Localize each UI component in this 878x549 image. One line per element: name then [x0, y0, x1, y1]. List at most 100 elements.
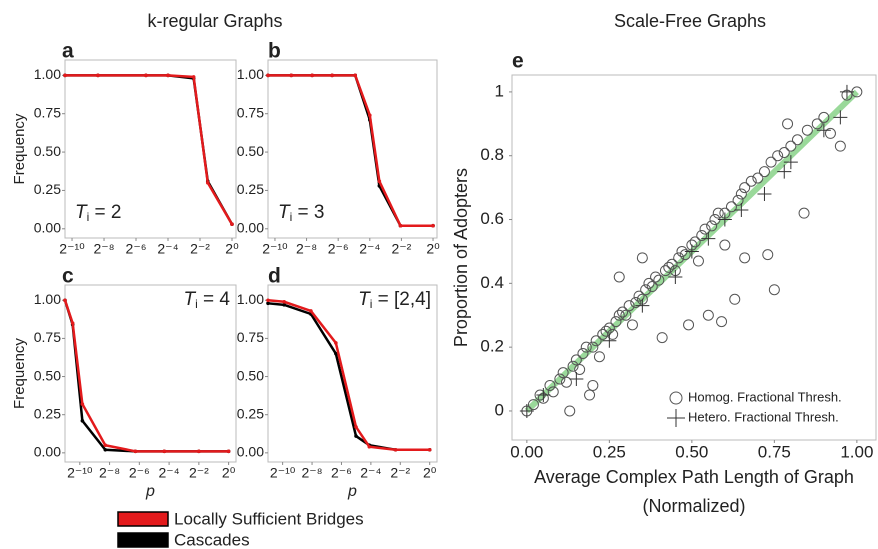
point: [197, 449, 201, 454]
x-tick-label: 2⁻⁴: [360, 465, 381, 481]
circle-marker: [818, 111, 830, 123]
circle-marker: [716, 316, 728, 328]
circle-marker: [646, 281, 658, 293]
circle-marker: [567, 360, 579, 372]
x-tick-label: 2⁻⁶: [126, 241, 147, 257]
point: [398, 223, 403, 228]
x-tick-label: 2⁻⁸: [302, 465, 323, 481]
y-tick-label: 0.25: [34, 181, 61, 197]
plot-frame: [267, 59, 438, 239]
circle-marker: [577, 348, 589, 360]
cross-marker: [701, 231, 716, 246]
point: [334, 351, 338, 356]
legend-label: Hetero. Fractional Thresh.: [688, 409, 839, 424]
circle-marker: [564, 405, 576, 417]
circle-marker: [811, 118, 823, 130]
circle-marker: [778, 147, 790, 159]
circle-marker: [544, 379, 556, 391]
y-tick-label: 1.00: [237, 291, 264, 307]
annotation-part: = 3: [292, 202, 324, 223]
circle-marker: [640, 284, 652, 296]
x-tick-label: 2⁻²: [189, 465, 209, 481]
plot-frame: [64, 284, 237, 463]
point: [80, 419, 85, 423]
y-axis-label: Frequency: [11, 338, 28, 409]
circle-marker: [574, 363, 586, 375]
y-tick-label: 0.75: [34, 104, 61, 120]
point: [354, 434, 358, 438]
cross-marker: [783, 155, 798, 170]
point: [166, 73, 170, 78]
circle-marker: [630, 296, 642, 308]
cross-marker: [519, 403, 534, 418]
annotation-part: T: [75, 202, 88, 223]
x-tick-label: 2⁻⁸: [99, 465, 120, 481]
panel-letter: b: [268, 40, 281, 63]
x-axis-label: p: [347, 483, 357, 500]
plot-frame: [64, 59, 237, 239]
x-tick-label: 2⁻⁶: [129, 465, 150, 481]
y-tick-label: 1.00: [34, 291, 61, 307]
circle-marker: [725, 201, 737, 213]
circle-marker: [560, 376, 572, 388]
x-tick-label: 2⁻¹⁰: [262, 241, 288, 257]
point: [191, 75, 196, 79]
point: [309, 309, 313, 313]
x-axis-label: Average Complex Path Length of Graph: [534, 467, 854, 487]
circle-marker: [587, 341, 599, 353]
panel-letter: a: [62, 40, 74, 63]
x-tick-label: 1.00: [840, 442, 873, 461]
point: [334, 341, 338, 345]
x-tick-label: 2⁻⁴: [158, 465, 179, 481]
point: [310, 73, 314, 78]
x-tick-label: 2⁻⁴: [359, 241, 380, 257]
cross-marker: [833, 110, 848, 125]
x-tick-label: 0.25: [593, 442, 626, 461]
point: [427, 447, 432, 452]
circle-marker: [673, 252, 685, 264]
point: [226, 449, 231, 454]
annotation-part: T: [278, 202, 291, 223]
circle-marker: [653, 274, 665, 286]
y-axis-label: Proportion of Adopters: [451, 168, 471, 347]
circle-marker: [732, 194, 744, 206]
cross-marker: [816, 123, 831, 138]
circle-marker: [706, 220, 718, 232]
circle-marker: [758, 166, 770, 178]
circle-marker: [650, 271, 662, 283]
cross-marker: [717, 212, 732, 227]
circle-marker: [547, 386, 559, 398]
point: [266, 298, 270, 303]
panel-letter: c: [62, 265, 74, 288]
circle-marker: [643, 277, 655, 289]
circle-marker: [692, 255, 704, 267]
annotation-part: = [2,4]: [372, 289, 431, 310]
y-tick-label: 0.50: [34, 367, 61, 383]
panel-letter: e: [512, 50, 524, 73]
annotation-part: T: [358, 289, 371, 310]
x-tick-label: 2⁰: [423, 465, 437, 481]
y-tick-label: 0.25: [237, 181, 264, 197]
series-line: [63, 299, 229, 453]
y-tick-label: 0.8: [480, 145, 504, 164]
point: [63, 73, 67, 78]
annotation-part: i: [87, 210, 90, 224]
circle-marker: [570, 354, 582, 366]
circle-marker: [762, 249, 774, 261]
group-title: k-regular Graphs: [147, 11, 282, 31]
annotation-part: = 4: [198, 289, 231, 310]
circle-marker: [801, 124, 813, 136]
x-tick-label: 2⁻¹⁰: [59, 241, 85, 257]
x-tick-label: 2⁻⁶: [331, 465, 352, 481]
point: [289, 73, 294, 78]
series-line: [63, 299, 229, 453]
annotation-part: = 2: [89, 202, 121, 223]
circle-marker: [739, 182, 751, 194]
annotation: Ti = [2,4]: [358, 289, 431, 311]
point: [377, 179, 382, 184]
x-tick-label: 2⁻⁸: [93, 241, 114, 257]
circle-marker: [600, 325, 612, 337]
series-line: [267, 302, 430, 452]
cross-marker: [734, 202, 749, 217]
x-tick-label: 2⁻⁸: [296, 241, 317, 257]
